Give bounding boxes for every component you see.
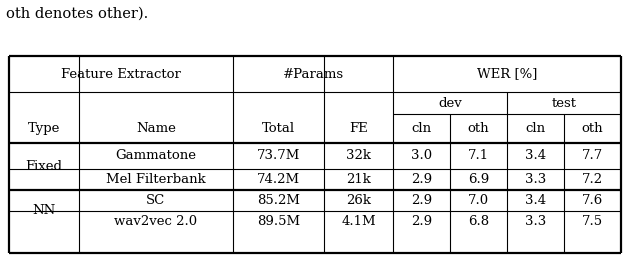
Text: 7.6: 7.6 bbox=[582, 194, 603, 207]
Text: Type: Type bbox=[28, 122, 61, 135]
Text: cln: cln bbox=[525, 122, 545, 135]
Text: SC: SC bbox=[146, 194, 165, 207]
Text: oth: oth bbox=[582, 122, 603, 135]
Text: 7.7: 7.7 bbox=[582, 149, 603, 162]
Text: 7.0: 7.0 bbox=[468, 194, 489, 207]
Text: Feature Extractor: Feature Extractor bbox=[61, 68, 181, 81]
Text: test: test bbox=[552, 97, 577, 110]
Text: FE: FE bbox=[349, 122, 368, 135]
Text: Total: Total bbox=[262, 122, 295, 135]
Text: 3.3: 3.3 bbox=[525, 215, 546, 228]
Text: NN: NN bbox=[32, 204, 56, 217]
Text: 26k: 26k bbox=[346, 194, 371, 207]
Text: Gammatone: Gammatone bbox=[115, 149, 197, 162]
Text: Mel Filterbank: Mel Filterbank bbox=[106, 173, 206, 186]
Text: 7.1: 7.1 bbox=[468, 149, 489, 162]
Text: 73.7M: 73.7M bbox=[256, 149, 300, 162]
Text: 3.4: 3.4 bbox=[525, 194, 546, 207]
Text: 7.5: 7.5 bbox=[582, 215, 603, 228]
Text: 2.9: 2.9 bbox=[411, 173, 432, 186]
Text: Name: Name bbox=[136, 122, 176, 135]
Text: 3.0: 3.0 bbox=[411, 149, 432, 162]
Text: 85.2M: 85.2M bbox=[257, 194, 300, 207]
Text: 32k: 32k bbox=[346, 149, 371, 162]
Text: wav2vec 2.0: wav2vec 2.0 bbox=[114, 215, 197, 228]
Text: Fixed: Fixed bbox=[26, 160, 62, 173]
Text: dev: dev bbox=[438, 97, 462, 110]
Text: 21k: 21k bbox=[346, 173, 371, 186]
Text: 3.4: 3.4 bbox=[525, 149, 546, 162]
Text: 74.2M: 74.2M bbox=[257, 173, 300, 186]
Text: 6.8: 6.8 bbox=[468, 215, 489, 228]
Text: #Params: #Params bbox=[283, 68, 344, 81]
Text: 2.9: 2.9 bbox=[411, 215, 432, 228]
Text: 4.1M: 4.1M bbox=[341, 215, 376, 228]
Text: 6.9: 6.9 bbox=[468, 173, 489, 186]
Text: 7.2: 7.2 bbox=[582, 173, 603, 186]
Text: 3.3: 3.3 bbox=[525, 173, 546, 186]
Text: 89.5M: 89.5M bbox=[257, 215, 300, 228]
Text: oth: oth bbox=[468, 122, 489, 135]
Text: WER [%]: WER [%] bbox=[477, 68, 537, 81]
Text: cln: cln bbox=[412, 122, 432, 135]
Text: oth denotes other).: oth denotes other). bbox=[6, 6, 149, 20]
Text: 2.9: 2.9 bbox=[411, 194, 432, 207]
